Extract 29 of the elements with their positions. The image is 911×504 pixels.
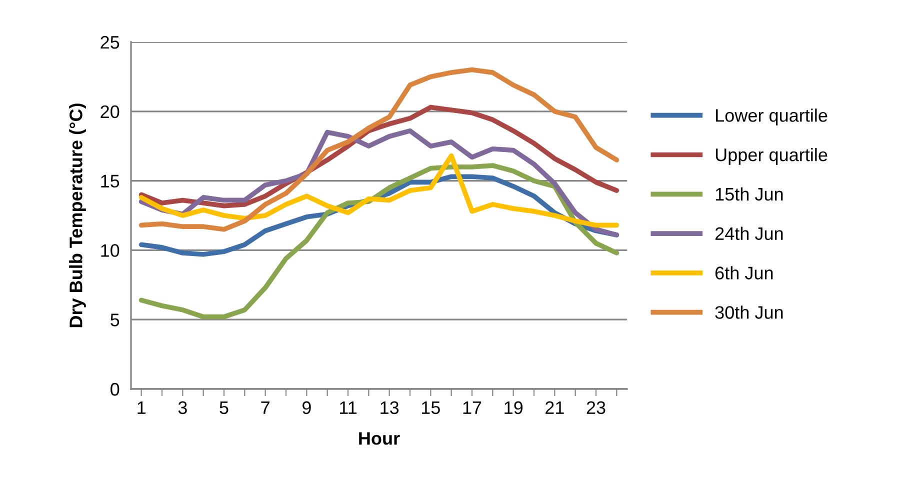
y-tick-label: 25 bbox=[100, 36, 120, 49]
x-tick-label: 5 bbox=[220, 401, 228, 414]
legend-label: Lower quartile bbox=[716, 108, 828, 126]
x-tick-label: 13 bbox=[380, 401, 399, 414]
legend-label: 24th Jun bbox=[715, 226, 783, 240]
x-tick-label: 15 bbox=[422, 401, 440, 414]
legend-label: 6th Jun bbox=[715, 266, 773, 280]
x-tick-label: 9 bbox=[302, 401, 311, 414]
x-tick-label: 3 bbox=[178, 401, 187, 414]
y-tick-label: 5 bbox=[110, 314, 120, 326]
x-tick-label: 17 bbox=[463, 401, 482, 414]
x-tick-label: 7 bbox=[261, 401, 270, 414]
y-tick-label: 15 bbox=[101, 174, 120, 188]
y-tick-label: 10 bbox=[101, 244, 120, 257]
x-tick-label: 11 bbox=[340, 401, 356, 414]
line-series bbox=[138, 67, 620, 232]
legend-label: Upper quartile bbox=[716, 148, 828, 165]
y-axis-title: Dry Bulb Temperature (°C) bbox=[69, 104, 86, 328]
legend-label: 15th Jun bbox=[716, 187, 783, 201]
x-tick-label: 23 bbox=[586, 401, 606, 414]
line-series bbox=[138, 163, 620, 320]
x-tick-label: 1 bbox=[138, 401, 146, 414]
y-tick-label: 0 bbox=[110, 382, 120, 396]
x-axis-title: Hour bbox=[359, 432, 400, 445]
y-tick-label: 20 bbox=[100, 105, 120, 118]
x-tick-label: 21 bbox=[546, 401, 564, 414]
x-tick-label: 19 bbox=[504, 401, 523, 414]
legend-label: 30th Jun bbox=[715, 306, 783, 319]
line-series bbox=[138, 153, 620, 228]
